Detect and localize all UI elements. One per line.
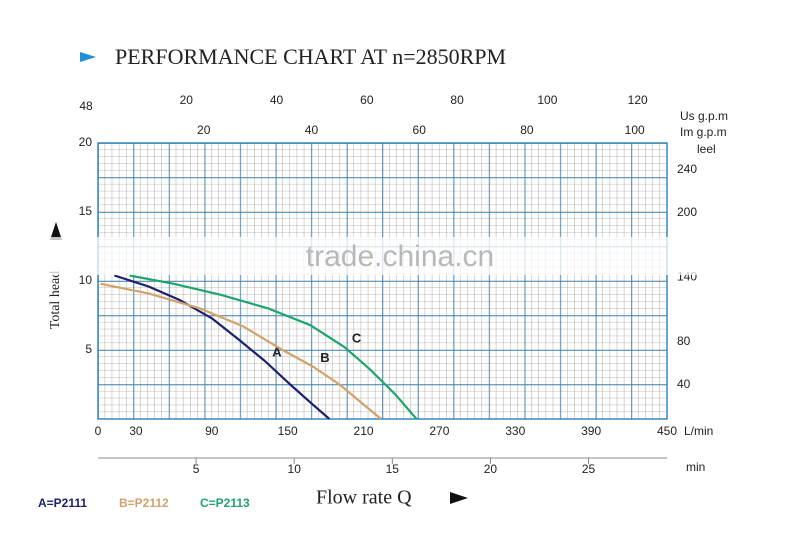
y2-tick-label: 240 [677, 162, 697, 176]
top-left-label: 48 [79, 99, 93, 113]
x-arrow [450, 492, 468, 504]
im-gpm-tick-label: 40 [305, 123, 319, 137]
us-gpm-tick-label: 120 [628, 93, 648, 107]
us-gpm-tick-label: 20 [180, 93, 194, 107]
watermark-band [0, 237, 800, 275]
curve [100, 282, 382, 420]
major-grid [98, 143, 667, 419]
x-unit: L/min [684, 424, 713, 438]
x-tick-label: 390 [581, 424, 601, 438]
im-gpm-tick-label: 20 [197, 123, 211, 137]
curve [129, 274, 418, 420]
curve [114, 274, 331, 420]
us-gpm-tick-label: 40 [270, 93, 284, 107]
legend-entry: C=P2113 [200, 496, 250, 510]
x-axis-label: Flow rate Q [316, 487, 412, 509]
time-unit: min [686, 460, 705, 474]
us-gpm-tick-label: 100 [537, 93, 557, 107]
y-tick-label: 15 [79, 204, 93, 218]
y-tick-label: 10 [79, 273, 93, 287]
us-gpm-tick-label: 80 [450, 93, 464, 107]
watermark: trade.china.cn [306, 240, 494, 273]
x-tick-label: 450 [657, 424, 677, 438]
legend-entry: A=P2111 [38, 496, 87, 510]
time-tick-label: 10 [288, 462, 302, 476]
x-tick-label: 90 [205, 424, 219, 438]
time-tick-label: 25 [582, 462, 596, 476]
im-gpm-tick-label: 100 [625, 123, 645, 137]
time-tick-label: 5 [193, 462, 200, 476]
us-gpm-tick-label: 60 [360, 93, 374, 107]
plot-frame [97, 142, 668, 420]
chart-title: PERFORMANCE CHART AT n=2850RPM [115, 44, 506, 69]
y-axis-label: Total head [48, 271, 63, 330]
y2-tick-label: 200 [677, 205, 697, 219]
us-gpm-unit: Us g.p.m [680, 109, 728, 123]
x-tick-label: 270 [429, 424, 449, 438]
legend-entry: B=P2112 [119, 496, 169, 510]
y2-unit: leel [697, 142, 716, 156]
y2-tick-label: 80 [677, 334, 691, 348]
x-tick-label: 0 [95, 424, 102, 438]
im-gpm-tick-label: 60 [413, 123, 427, 137]
x-tick-label: 150 [278, 424, 298, 438]
y2-tick-label: 40 [677, 377, 691, 391]
curve-label: B [320, 350, 329, 365]
x-tick-label: 330 [505, 424, 525, 438]
time-tick-label: 20 [484, 462, 498, 476]
x-tick-label: 210 [354, 424, 374, 438]
im-gpm-tick-label: 80 [520, 123, 534, 137]
time-tick-label: 15 [386, 462, 400, 476]
x-tick-label: 30 [129, 424, 143, 438]
y-tick-label: 5 [85, 342, 92, 356]
y-tick-label: 20 [79, 135, 93, 149]
im-gpm-unit: Im g.p.m [680, 125, 727, 139]
title-arrow [80, 52, 96, 62]
y-arrow [50, 222, 62, 240]
curve-label: C [352, 331, 362, 346]
curve-label: A [272, 344, 282, 359]
